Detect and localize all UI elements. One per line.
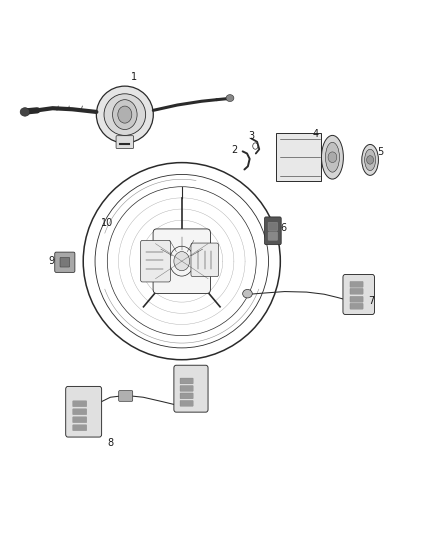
FancyBboxPatch shape bbox=[350, 288, 363, 294]
Circle shape bbox=[113, 100, 137, 130]
FancyBboxPatch shape bbox=[268, 222, 278, 231]
Ellipse shape bbox=[226, 94, 234, 101]
Text: 7: 7 bbox=[368, 296, 374, 306]
FancyBboxPatch shape bbox=[73, 409, 87, 415]
FancyBboxPatch shape bbox=[180, 378, 193, 384]
Circle shape bbox=[367, 156, 374, 164]
FancyBboxPatch shape bbox=[55, 252, 75, 272]
FancyBboxPatch shape bbox=[66, 386, 102, 437]
FancyBboxPatch shape bbox=[350, 296, 363, 302]
Circle shape bbox=[328, 152, 337, 163]
Circle shape bbox=[118, 106, 132, 123]
Text: 8: 8 bbox=[108, 439, 114, 448]
FancyBboxPatch shape bbox=[343, 274, 374, 314]
Ellipse shape bbox=[104, 94, 145, 135]
Text: 9: 9 bbox=[49, 256, 55, 266]
Ellipse shape bbox=[243, 289, 252, 298]
Ellipse shape bbox=[20, 108, 30, 116]
Text: 10: 10 bbox=[101, 218, 113, 228]
FancyBboxPatch shape bbox=[350, 281, 363, 287]
Ellipse shape bbox=[321, 135, 343, 179]
FancyBboxPatch shape bbox=[73, 417, 87, 423]
FancyBboxPatch shape bbox=[141, 240, 170, 282]
Text: 4: 4 bbox=[312, 130, 318, 139]
FancyBboxPatch shape bbox=[73, 401, 87, 407]
Ellipse shape bbox=[362, 144, 378, 175]
FancyBboxPatch shape bbox=[180, 393, 193, 399]
FancyBboxPatch shape bbox=[73, 425, 87, 431]
FancyBboxPatch shape bbox=[191, 243, 219, 277]
FancyBboxPatch shape bbox=[153, 229, 210, 293]
FancyBboxPatch shape bbox=[180, 385, 193, 391]
Text: 1: 1 bbox=[131, 72, 137, 82]
FancyBboxPatch shape bbox=[60, 257, 70, 267]
FancyBboxPatch shape bbox=[174, 365, 208, 412]
Text: 3: 3 bbox=[249, 131, 255, 141]
Ellipse shape bbox=[96, 86, 153, 143]
Ellipse shape bbox=[364, 149, 376, 171]
Ellipse shape bbox=[325, 142, 339, 172]
Text: 6: 6 bbox=[281, 223, 287, 233]
Text: 2: 2 bbox=[231, 146, 237, 155]
Circle shape bbox=[174, 252, 190, 271]
Polygon shape bbox=[276, 133, 321, 181]
FancyBboxPatch shape bbox=[180, 400, 193, 406]
FancyBboxPatch shape bbox=[350, 303, 363, 309]
FancyBboxPatch shape bbox=[265, 217, 281, 245]
FancyBboxPatch shape bbox=[268, 232, 278, 240]
Text: 5: 5 bbox=[377, 147, 383, 157]
FancyBboxPatch shape bbox=[119, 391, 133, 401]
FancyBboxPatch shape bbox=[116, 136, 134, 149]
